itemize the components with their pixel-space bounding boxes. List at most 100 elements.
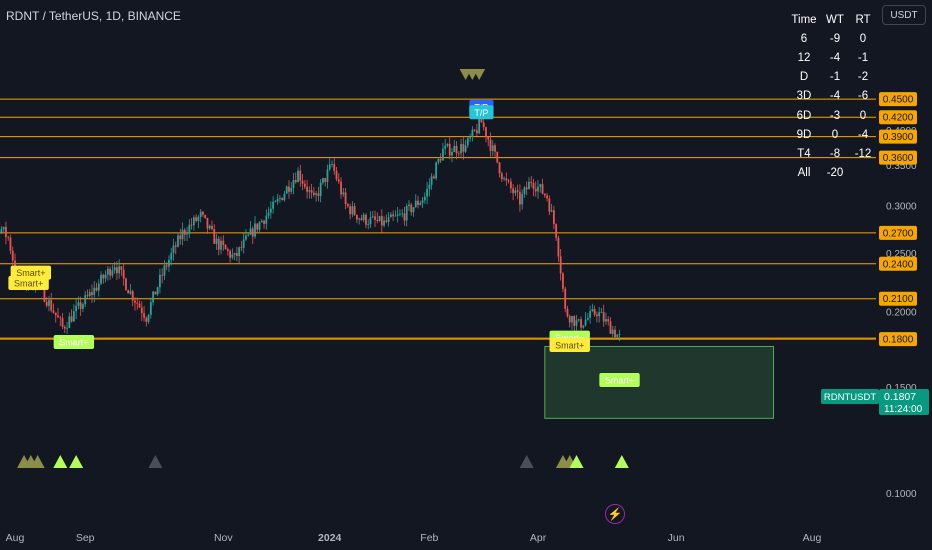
candle-body — [63, 326, 66, 329]
candle-body — [183, 229, 186, 235]
countdown-label: 11:24:00 — [884, 404, 923, 415]
candle-body — [457, 153, 460, 155]
candle-body — [385, 220, 388, 222]
candle-body — [100, 274, 102, 284]
candle-body — [596, 314, 598, 317]
signal-marker-label: Smart+ — [59, 338, 88, 348]
candle-body — [59, 317, 62, 319]
candle-body — [190, 224, 193, 226]
candle-body — [326, 169, 329, 182]
table-cell: 9D — [796, 128, 812, 141]
candle-body — [283, 193, 286, 201]
candle-body — [188, 224, 191, 234]
candle-body — [238, 247, 241, 257]
signal-marker-box — [8, 275, 49, 290]
candle-body — [421, 200, 424, 203]
candle-body — [140, 307, 143, 314]
y-tick-label: 0.3000 — [886, 201, 917, 212]
candle-body — [446, 143, 449, 146]
table-cell: -3 — [829, 109, 841, 122]
candle-body — [355, 214, 358, 220]
candle-body — [473, 129, 476, 131]
candle-body — [84, 295, 87, 305]
candle-body — [163, 265, 166, 276]
candle-body — [435, 162, 438, 179]
candle-body — [480, 119, 483, 123]
candle-body — [582, 325, 585, 328]
candle-body — [360, 218, 363, 221]
candle-body — [559, 256, 562, 274]
candle-body — [496, 151, 499, 163]
candle-body — [231, 254, 234, 258]
candle-body — [172, 245, 175, 253]
candles — [0, 115, 621, 342]
candle-body — [571, 316, 573, 323]
price-tag-box — [879, 389, 929, 415]
candle-body — [317, 193, 320, 196]
candle-body — [199, 211, 202, 217]
candle-body — [156, 287, 159, 295]
signal-marker: Smart+ — [549, 337, 590, 352]
candle-body — [181, 229, 184, 240]
candle-body — [362, 214, 365, 221]
candle-body — [417, 200, 419, 205]
candle-body — [412, 207, 415, 213]
candle-body — [410, 204, 413, 213]
flash-icon[interactable]: ⚡ — [605, 504, 625, 524]
candle-body — [605, 319, 607, 322]
signal-marker: Smart+ — [53, 335, 95, 350]
candle-body — [505, 178, 508, 181]
candle-body — [269, 208, 272, 213]
candle-body — [534, 188, 537, 192]
candle-body — [145, 317, 148, 322]
candle-body — [106, 268, 109, 275]
candle-body — [310, 190, 313, 193]
candle-body — [127, 290, 130, 294]
candle-body — [349, 206, 352, 215]
table-header-time: Time — [791, 13, 817, 26]
candle-body — [430, 176, 433, 185]
candle-body — [147, 314, 150, 322]
signal-up-triangle — [53, 455, 68, 468]
candle-body — [9, 237, 12, 251]
table-cell: -6 — [857, 90, 869, 103]
candle-body — [392, 214, 395, 217]
y-tick-label: 0.2500 — [886, 249, 917, 260]
candle-body — [265, 215, 268, 224]
candle-body — [299, 170, 302, 181]
candle-body — [371, 216, 374, 218]
candle-body — [487, 136, 490, 140]
candle-body — [267, 212, 270, 216]
candle-body — [387, 217, 390, 222]
candle-body — [564, 288, 567, 309]
candle-body — [75, 305, 78, 312]
candle-body — [48, 299, 50, 306]
candle-body — [394, 215, 397, 217]
level-price-label: 0.2400 — [883, 259, 914, 270]
signal-markers: Smart+Smart+Smart+T/PT/PSmart+Smart+Smar… — [8, 99, 640, 387]
table-cell: -1 — [857, 51, 869, 64]
candle-body — [7, 237, 10, 238]
candle-body — [555, 224, 558, 238]
candle-body — [88, 292, 91, 297]
candle-body — [546, 195, 548, 199]
candle-body — [249, 228, 252, 235]
signal-up-triangle — [519, 455, 534, 468]
level-price-tag — [879, 129, 917, 144]
level-price-label: 0.2700 — [883, 228, 914, 239]
table-cell: -4 — [829, 90, 841, 103]
candle-body — [195, 217, 198, 222]
candle-body — [353, 206, 356, 215]
signal-marker-box — [549, 337, 590, 352]
table-cell: 6 — [800, 32, 808, 45]
candle-body — [322, 178, 324, 183]
candle-body — [52, 310, 55, 313]
current-price-tag: RDNTUSDT 0.1807 11:24:00 — [821, 389, 929, 415]
candle-body — [365, 214, 367, 225]
signal-marker: T/P — [469, 105, 494, 120]
currency-button[interactable]: USDT — [882, 5, 926, 25]
candle-body — [79, 302, 82, 309]
candle-body — [432, 176, 435, 179]
candle-body — [455, 145, 458, 154]
